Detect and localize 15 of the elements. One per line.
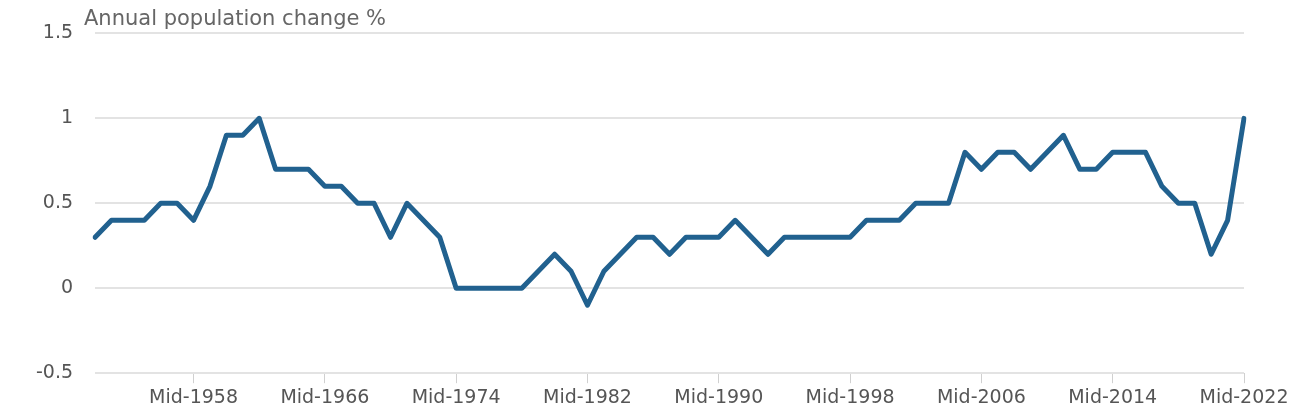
- y-tick-label: -0.5: [35, 360, 74, 383]
- chart-title: Annual population change %: [84, 6, 387, 30]
- x-tick-label: Mid-2022: [1199, 384, 1289, 407]
- y-tick-label: 1.5: [42, 20, 74, 43]
- x-tick-label: Mid-1982: [542, 384, 632, 407]
- x-tick-label: Mid-2014: [1068, 384, 1158, 407]
- y-tick-label: 1: [60, 105, 74, 128]
- x-tick-label: Mid-1998: [805, 384, 895, 407]
- x-tick-label: Mid-1990: [674, 384, 764, 407]
- y-tick-label: 0.5: [42, 190, 74, 213]
- x-tick-label: Mid-1958: [149, 384, 239, 407]
- x-tick-label: Mid-2006: [936, 384, 1026, 407]
- x-tick-label: Mid-1974: [411, 384, 501, 407]
- y-tick-label: 0: [60, 275, 74, 298]
- x-tick-label: Mid-1966: [280, 384, 370, 407]
